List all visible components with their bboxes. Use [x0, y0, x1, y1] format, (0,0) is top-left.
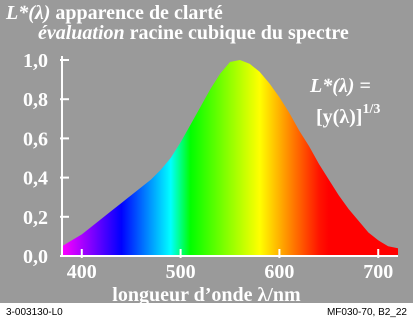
tick-group: 0,0 0,2 0,4 0,6 0,8 1,0 400 500 600 700 — [23, 50, 393, 283]
title-text: apparence de clarté — [50, 2, 223, 24]
formula-annotation: L*(λ) = [y(λ)]1/3 — [310, 74, 380, 129]
footer-code-right: MF030-70, B2_22 — [326, 307, 407, 318]
formula-exponent: 1/3 — [362, 102, 381, 117]
formula-line-1: L*(λ) = — [310, 75, 371, 97]
formula-line-2: [y(λ)]1/3 — [316, 98, 380, 129]
y-tick-label: 0,8 — [23, 89, 48, 111]
chart-panel: 0,0 0,2 0,4 0,6 0,8 1,0 400 500 600 700 L*(λ) app… — [0, 0, 413, 303]
x-axis-label: longueur d’onde λ/nm — [112, 284, 301, 306]
chart-plot: 0,0 0,2 0,4 0,6 0,8 1,0 400 500 600 700 — [23, 50, 398, 283]
formula-base: [y(λ)] — [316, 106, 363, 128]
x-tick-label: 700 — [363, 261, 393, 283]
y-tick-label: 0,2 — [23, 207, 48, 229]
x-tick-label: 400 — [67, 261, 97, 283]
title-symbol: L*(λ) — [6, 2, 51, 24]
chart-title: L*(λ) apparence de clarté — [6, 2, 223, 24]
x-tick-label: 500 — [166, 261, 196, 283]
y-tick-label: 0,6 — [23, 128, 48, 150]
axes — [61, 56, 398, 257]
subtitle-italic: évaluation — [38, 22, 125, 44]
y-tick-label: 0,4 — [23, 168, 48, 190]
footer-code-left: 3-003130-L0 — [6, 307, 63, 318]
y-tick-label: 0,0 — [23, 246, 48, 268]
y-tick-label: 1,0 — [23, 50, 48, 72]
x-tick-label: 600 — [264, 261, 294, 283]
subtitle-text: racine cubique du spectre — [124, 22, 349, 44]
chart-subtitle: évaluation racine cubique du spectre — [38, 22, 349, 44]
